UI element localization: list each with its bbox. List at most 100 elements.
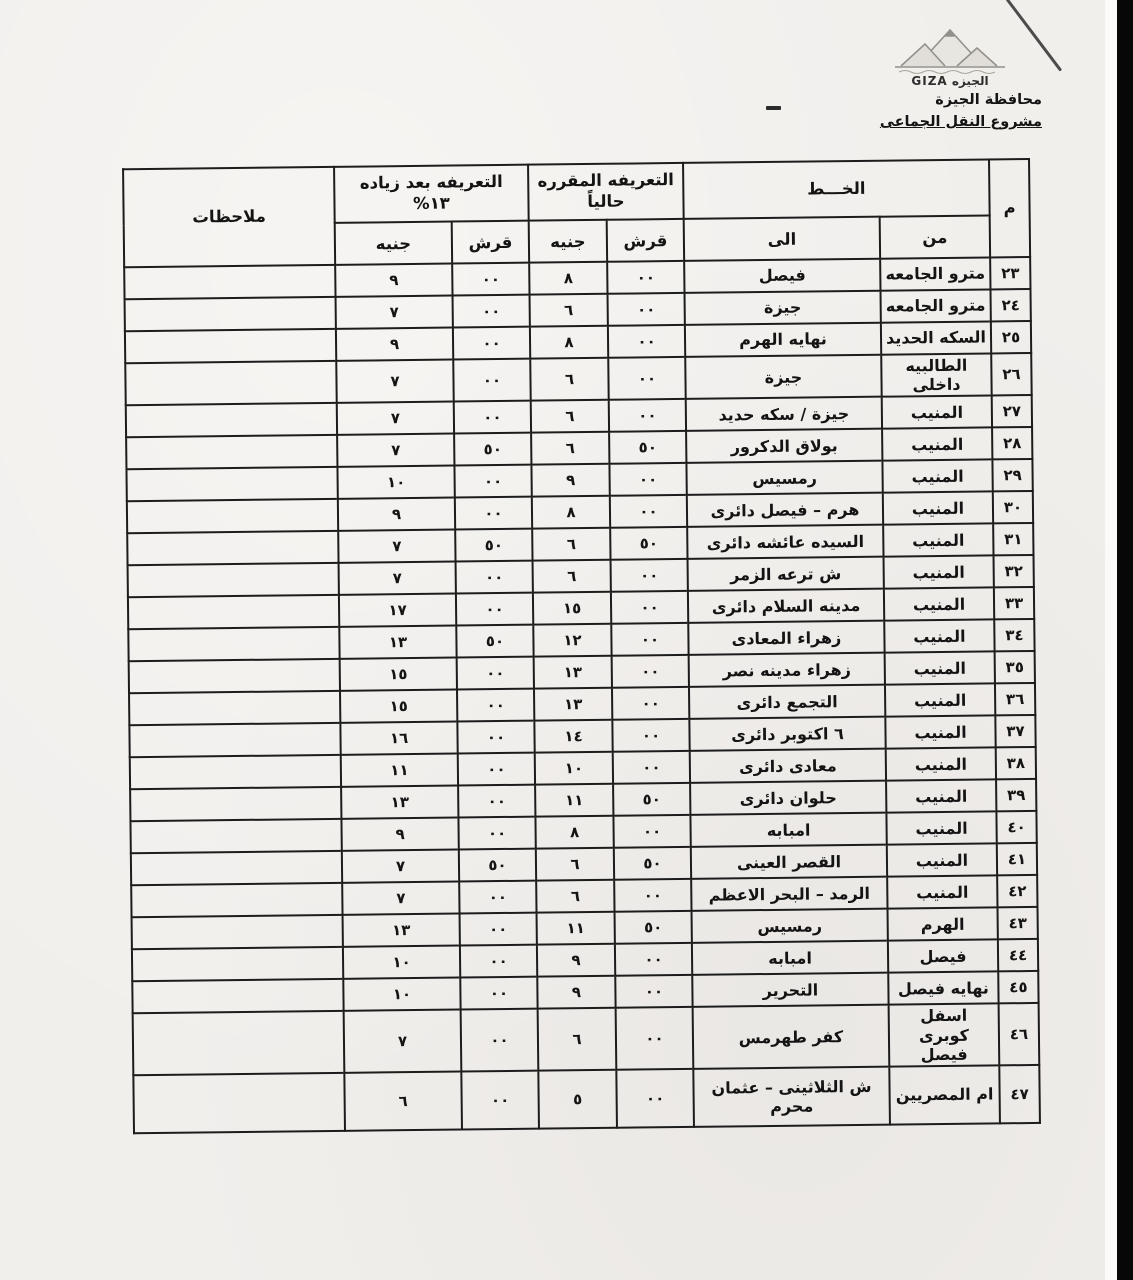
column-header-index: م [989,158,1031,258]
current-piasters-cell: ٠٠ [607,260,685,294]
route-from-cell: المنيب [886,811,997,846]
notes-cell [132,979,344,1014]
route-to-cell: معادى دائرى [689,749,887,784]
current-pounds-cell: ١١ [535,784,614,818]
route-number-cell: ٣٥ [994,651,1035,684]
new-pounds-cell: ١٥ [339,657,457,692]
route-to-cell: حلوان دائرى [690,781,887,816]
notes-cell [129,755,342,790]
current-piasters-cell: ٥٠ [613,783,691,817]
route-number-cell: ٣٢ [993,555,1034,588]
current-pounds-cell: ٦ [535,848,615,882]
new-pounds-cell: ٩ [335,327,454,361]
table-row: ٤٧ ام المصريين ش الثلاثينى – عثمان محرم … [133,1064,1040,1134]
route-to-cell: فيصل [684,258,881,293]
route-number-cell: ٢٧ [991,395,1033,428]
route-from-cell: فيصل [887,939,999,974]
route-to-cell: مدينه السلام دائرى [687,589,885,624]
current-piasters-cell: ٠٠ [611,687,690,721]
new-piasters-cell: ٥٠ [454,433,532,466]
notes-cell [127,531,339,566]
notes-cell [129,691,341,726]
current-piasters-cell: ٠٠ [614,879,692,913]
current-piasters-cell: ٠٠ [608,356,686,401]
new-piasters-cell: ٠٠ [455,593,534,626]
new-pounds-cell: ١٣ [342,913,460,948]
route-from-cell: السكه الحديد [880,321,992,355]
current-pounds-cell: ٩ [531,464,610,498]
route-from-cell: المنيب [882,427,993,462]
current-pounds-cell: ١٣ [533,656,612,690]
new-piasters-cell: ٠٠ [456,689,535,722]
current-pounds-cell: ٦ [536,880,615,913]
route-to-cell: جيزة [684,290,881,325]
new-piasters-cell: ٠٠ [461,1070,539,1130]
current-piasters-cell: ٥٠ [614,911,692,945]
route-number-cell: ٤٣ [997,907,1038,940]
current-pounds-cell: ١٥ [532,592,612,626]
route-number-cell: ٢٨ [992,427,1033,460]
new-pounds-cell: ٩ [335,263,453,297]
current-piasters-cell: ٠٠ [610,559,688,593]
route-to-cell: رمسيس [691,909,888,944]
notes-cell [131,915,343,950]
notes-cell [131,883,343,918]
notes-cell [130,819,342,854]
notes-cell [124,296,336,332]
new-pounds-cell: ١٠ [337,465,455,500]
new-piasters-cell: ٠٠ [453,401,532,434]
route-to-cell: بولاق الدكرور [686,429,883,464]
new-pounds-cell: ٧ [338,529,456,564]
new-pounds-cell: ٩ [337,497,456,532]
notes-cell [131,947,344,982]
route-to-cell: جيزة [685,354,882,400]
route-to-cell: زهراء مدينه نصر [688,653,885,688]
new-pounds-cell: ١٧ [338,593,457,628]
route-number-cell: ٣٦ [994,683,1036,716]
current-pounds-cell: ٦ [537,1008,617,1071]
route-to-cell: امبابه [690,813,887,848]
letterhead: الجيزه GIZA [855,22,1045,88]
route-to-cell: التحرير [692,973,889,1008]
route-number-cell: ٣٩ [996,779,1037,812]
document-header: محافظة الجيزة مشروع النقل الجماعى [880,92,1042,130]
project-title: مشروع النقل الجماعى [879,114,1042,130]
route-from-cell: المنيب [887,875,998,910]
route-from-cell: المنيب [886,779,997,814]
route-number-cell: ٢٦ [991,352,1032,396]
table-row: ٤٦ اسفل كوبرى فيصل كفر طهرمس ٠٠ ٦ ٠٠ ٧ [132,1003,1040,1076]
after-increase-line1: التعريفه بعد زياده [359,172,503,193]
current-piasters-cell: ٠٠ [607,324,686,358]
current-pounds-cell: ٩ [536,944,616,977]
current-pounds-cell: ٨ [535,816,614,850]
route-to-cell: ٦ اكتوبر دائرى [689,717,886,752]
current-piasters-cell: ٠٠ [612,719,690,753]
column-header-to: الى [683,216,881,261]
current-pounds-cell: ٨ [531,496,611,530]
new-pounds-cell: ٩ [341,817,459,852]
route-to-cell: هرم – فيصل دائرى [686,493,884,528]
stray-dash-mark [766,106,781,110]
new-pounds-cell: ٦ [344,1071,462,1131]
column-header-notes: ملاحظات [123,166,336,268]
current-pounds-cell: ٨ [529,325,609,359]
new-piasters-cell: ٠٠ [452,294,530,328]
column-header-current-tariff-group: التعريفه المقرره حالياً [528,162,684,221]
route-from-cell: المنيب [884,619,995,654]
route-from-cell: نهايه فيصل [888,971,999,1006]
new-piasters-cell: ٠٠ [460,976,538,1010]
notes-cell [127,595,340,630]
route-from-cell: الطالبيه داخلى [881,353,992,398]
new-piasters-cell: ٠٠ [458,817,536,850]
current-piasters-cell: ٠٠ [609,495,688,529]
new-piasters-cell: ٠٠ [452,326,531,360]
current-pounds-cell: ١٣ [533,688,613,722]
route-from-cell: المنيب [883,587,995,622]
current-piasters-cell: ٠٠ [614,943,693,977]
new-piasters-cell: ٠٠ [456,657,534,690]
new-pounds-cell: ١٠ [343,977,461,1012]
column-header-new-pounds: جنيه [334,221,453,265]
current-pounds-cell: ١٠ [534,752,614,786]
current-tariff-line1: التعريفه المقرره [537,170,674,191]
